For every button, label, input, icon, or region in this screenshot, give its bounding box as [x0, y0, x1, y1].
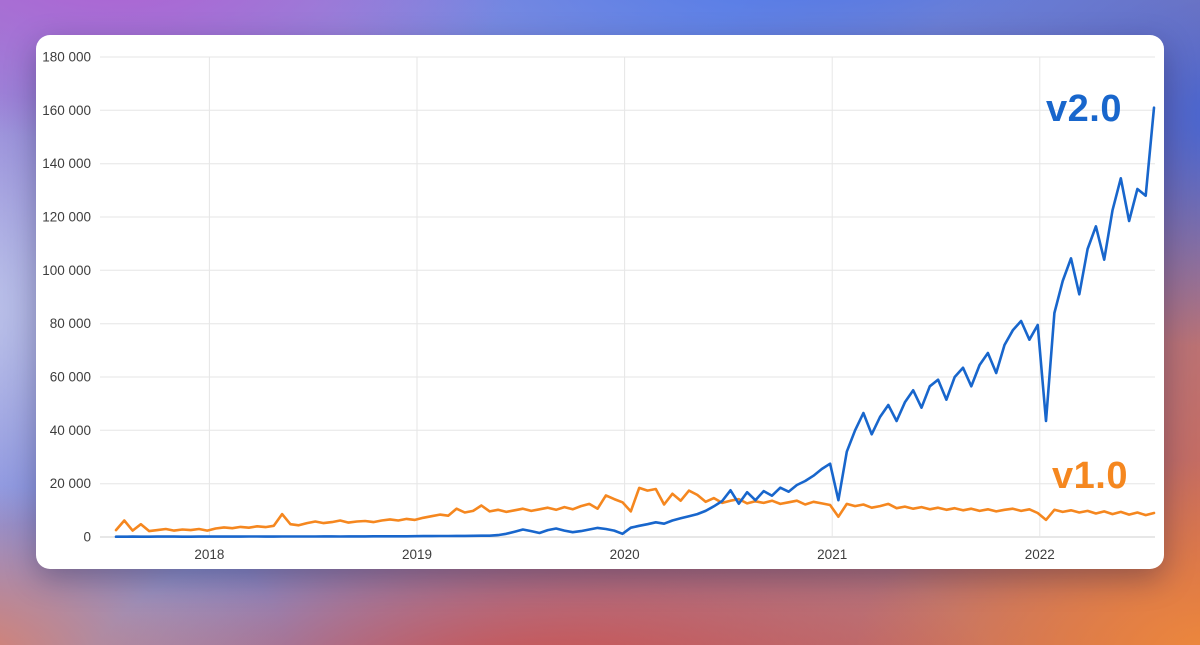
x-tick-label: 2021: [817, 547, 847, 562]
x-tick-label: 2022: [1025, 547, 1055, 562]
y-tick-label: 140 000: [42, 156, 91, 171]
y-tick-label: 80 000: [50, 316, 91, 331]
chart-card: 0 20 000 40 000 60 000 80 000 100 000 120 000 1…: [36, 35, 1164, 569]
y-tick-label: 40 000: [50, 423, 91, 438]
y-tick-label: 160 000: [42, 103, 91, 118]
x-tick-label: 2019: [402, 547, 432, 562]
x-tick-label: 2020: [610, 547, 640, 562]
y-tick-label: 0: [83, 530, 91, 545]
y-tick-label: 120 000: [42, 210, 91, 225]
y-tick-label: 100 000: [42, 263, 91, 278]
y-tick-label: 20 000: [50, 476, 91, 491]
series-line-v1.0: [114, 486, 1156, 533]
y-tick-label: 60 000: [50, 370, 91, 385]
line-chart: 0 20 000 40 000 60 000 80 000 100 000 120 000 1…: [42, 50, 1156, 562]
x-tick-label: 2018: [194, 547, 224, 562]
series-line-v2.0: [114, 106, 1156, 539]
y-tick-label: 180 000: [42, 50, 91, 65]
